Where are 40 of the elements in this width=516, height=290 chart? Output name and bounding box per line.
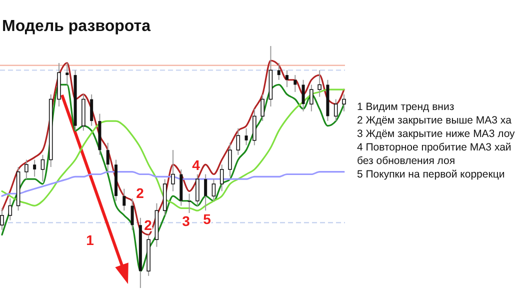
text: без обновления лоя (357, 155, 456, 167)
candlestick (188, 193, 191, 214)
text: 2 Ждём закрытие выше МА3 ха (357, 114, 512, 126)
text: 5 Покупки на первой коррекци (357, 168, 505, 180)
candlestick (212, 178, 216, 202)
candlestick (106, 142, 110, 172)
text: 3 Ждём закрытие ниже МА3 лоу (357, 128, 516, 140)
text: 4 Повторное пробитие МА3 хай (357, 142, 512, 154)
annotation: 3 (182, 213, 190, 229)
annotation: 2 (136, 185, 144, 201)
candlestick (260, 94, 264, 122)
candlestick (318, 70, 322, 98)
annotation: 4 (192, 157, 200, 173)
candlestick (334, 98, 338, 122)
candlestick (277, 62, 280, 80)
candlestick (228, 142, 232, 178)
candlestick (196, 174, 200, 206)
annotation: 2 (144, 217, 152, 233)
candlestick (204, 174, 208, 212)
candlestick (294, 74, 297, 92)
candlestick (66, 62, 69, 86)
candlestick (236, 128, 240, 156)
candlestick (342, 94, 346, 112)
candlestick (33, 159, 36, 178)
text: 1 Видим тренд вниз (357, 101, 454, 113)
candlestick (24, 159, 28, 180)
candlestick (130, 198, 134, 230)
candlestick (286, 70, 288, 88)
candlestick (171, 150, 175, 192)
candlestick (302, 79, 305, 112)
annotation: 1 (86, 232, 94, 248)
chart-title: Модель разворота (2, 18, 151, 35)
candlestick (220, 164, 224, 192)
candlestick (310, 84, 314, 112)
candlestick (40, 154, 45, 182)
candlestick (244, 128, 248, 146)
annotation: 5 (203, 211, 212, 227)
candlestick (90, 94, 94, 126)
candlestick (8, 198, 12, 221)
candlestick (122, 188, 126, 212)
